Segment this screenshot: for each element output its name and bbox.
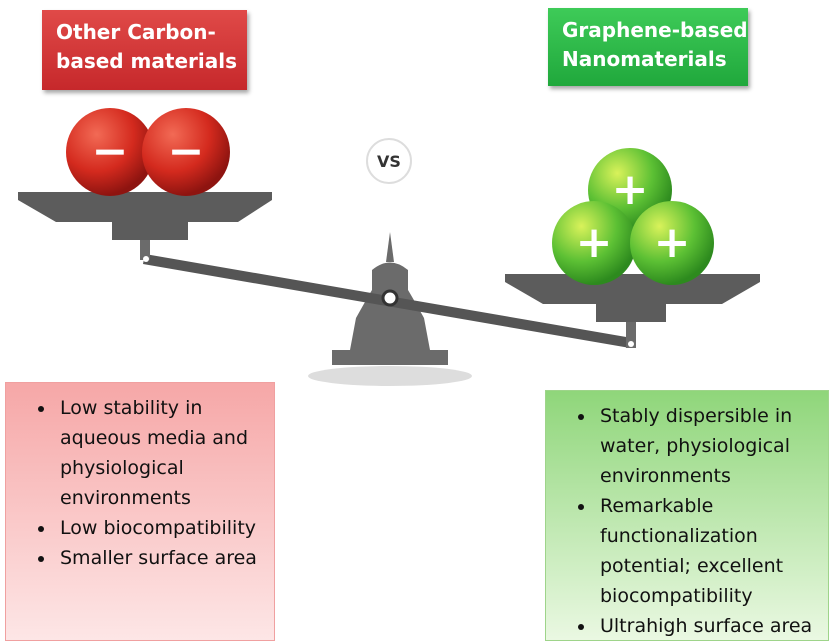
point-list: Stably dispersible in water, physiologic… bbox=[554, 401, 820, 641]
left-pan-base bbox=[112, 222, 188, 240]
right-hanger-pin bbox=[628, 341, 634, 347]
point: Low stability in aqueous media and physi… bbox=[56, 393, 266, 513]
diagram: − − + + + VS Other Carbon- based materia… bbox=[0, 0, 829, 641]
point: Low biocompatibility bbox=[56, 513, 266, 543]
vs-label: VS bbox=[377, 152, 401, 171]
charge: − bbox=[168, 126, 205, 177]
point: Ultrahigh surface area bbox=[596, 611, 820, 641]
charge: + bbox=[654, 217, 691, 268]
right-pan bbox=[505, 274, 760, 304]
charge: − bbox=[92, 126, 129, 177]
header-line: Other Carbon- bbox=[56, 18, 233, 47]
point: Remarkable functionalization potential; … bbox=[596, 491, 820, 611]
pointer bbox=[386, 232, 394, 262]
left-pan bbox=[18, 192, 272, 222]
header-line: based materials bbox=[56, 47, 233, 76]
right-pan-base bbox=[596, 304, 666, 322]
pivot bbox=[383, 291, 397, 305]
header-line: Nanomaterials bbox=[562, 45, 734, 74]
left-hanger-pin bbox=[143, 256, 149, 262]
charge: + bbox=[576, 217, 613, 268]
point: Stably dispersible in water, physiologic… bbox=[596, 401, 820, 491]
left-points: Low stability in aqueous media and physi… bbox=[5, 382, 275, 641]
charge: + bbox=[612, 164, 649, 215]
left-header: Other Carbon- based materials bbox=[42, 10, 247, 90]
right-points: Stably dispersible in water, physiologic… bbox=[545, 390, 829, 641]
point: Smaller surface area bbox=[56, 543, 266, 573]
stand bbox=[332, 263, 448, 366]
right-header: Graphene-based Nanomaterials bbox=[548, 8, 748, 86]
stand-shadow bbox=[308, 366, 472, 386]
header-line: Graphene-based bbox=[562, 16, 734, 45]
point-list: Low stability in aqueous media and physi… bbox=[14, 393, 266, 573]
